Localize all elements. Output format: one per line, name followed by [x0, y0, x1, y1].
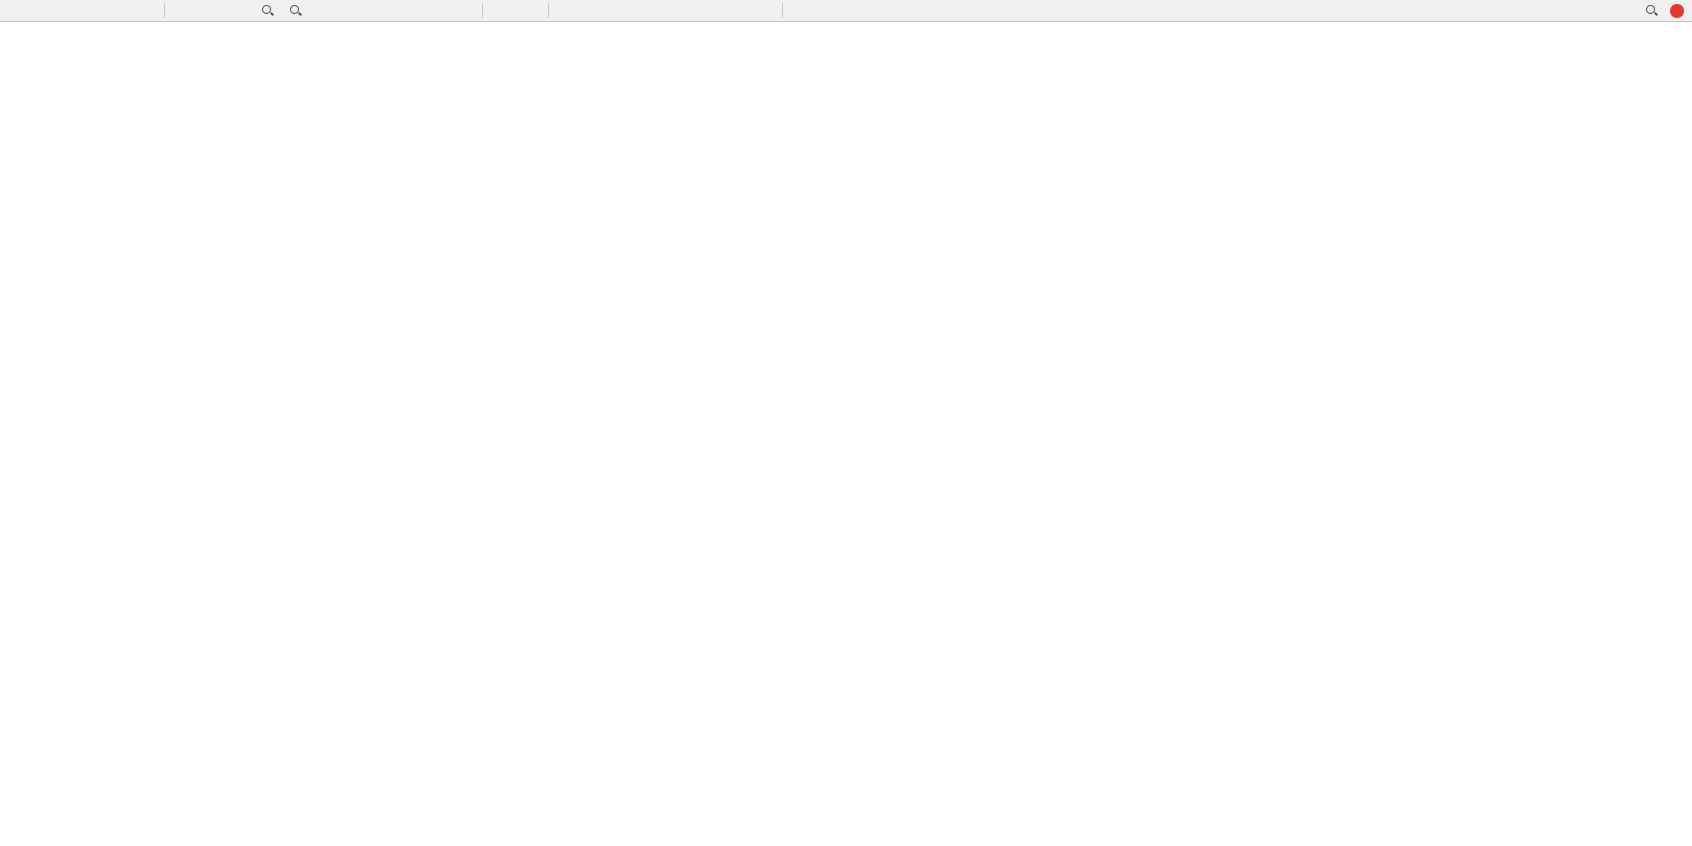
horizontal-line-button[interactable]	[582, 0, 609, 21]
chart-canvas[interactable]	[0, 22, 1692, 846]
crosshair-button[interactable]	[516, 0, 543, 21]
vertical-line-button[interactable]	[554, 0, 581, 21]
candlestick-chart-button[interactable]	[198, 0, 225, 21]
search-icon	[1645, 4, 1658, 17]
auto-scroll-button[interactable]	[338, 0, 365, 21]
trendline-button[interactable]	[610, 0, 637, 21]
zoom-out-button[interactable]	[282, 0, 309, 21]
fibonacci-button[interactable]	[666, 0, 693, 21]
zoom-in-icon	[261, 4, 274, 17]
zoom-in-button[interactable]	[254, 0, 281, 21]
new-order-button[interactable]	[4, 0, 39, 21]
chart-shift-button[interactable]	[366, 0, 393, 21]
channel-button[interactable]	[638, 0, 665, 21]
auto-trading-button[interactable]	[124, 0, 159, 21]
notification-badge[interactable]	[1670, 3, 1684, 18]
arrows-tool-button[interactable]	[750, 0, 777, 21]
toolbar-separator	[164, 3, 165, 18]
periods-button[interactable]	[422, 0, 449, 21]
cursor-button[interactable]	[488, 0, 515, 21]
new-chart-button[interactable]	[40, 0, 67, 21]
text-tool-button[interactable]	[694, 0, 721, 21]
templates-button[interactable]	[450, 0, 477, 21]
zoom-out-icon	[289, 4, 302, 17]
chart-workspace[interactable]	[0, 22, 1692, 846]
main-toolbar	[0, 0, 1692, 22]
refresh-button[interactable]	[96, 0, 123, 21]
search-button[interactable]	[1638, 0, 1665, 21]
toolbar-separator	[548, 3, 549, 18]
indicators-button[interactable]	[394, 0, 421, 21]
toolbar-separator	[782, 3, 783, 18]
toolbar-separator	[482, 3, 483, 18]
label-tool-button[interactable]	[722, 0, 749, 21]
tile-windows-button[interactable]	[310, 0, 337, 21]
bar-chart-button[interactable]	[170, 0, 197, 21]
profiles-button[interactable]	[68, 0, 95, 21]
line-chart-button[interactable]	[226, 0, 253, 21]
